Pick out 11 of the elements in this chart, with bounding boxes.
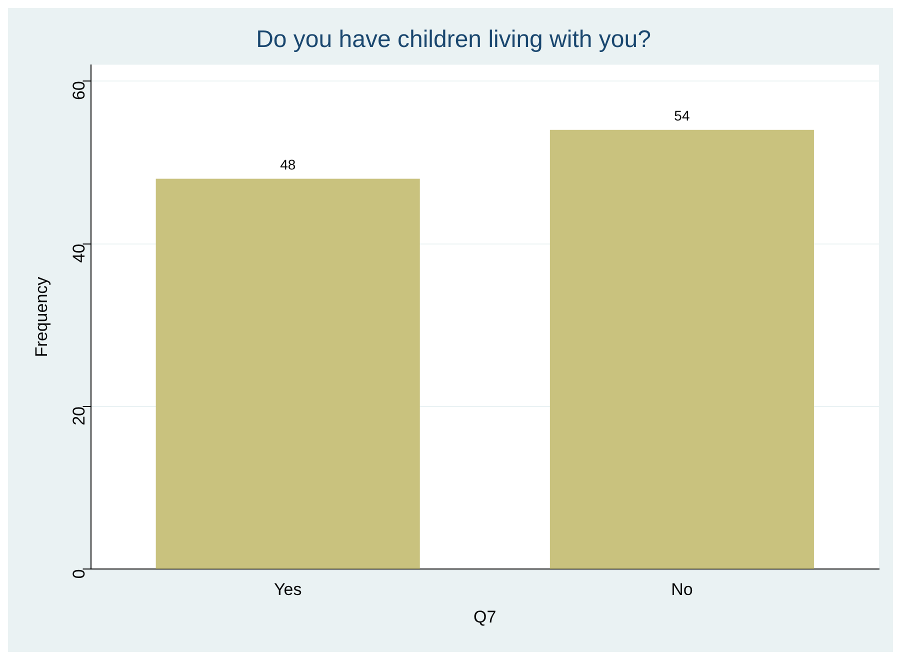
y-tick-label: 40 — [69, 244, 88, 263]
y-tick-label: 60 — [69, 81, 88, 100]
x-tick-label: Yes — [274, 580, 302, 600]
y-axis-title: Frequency — [32, 276, 51, 358]
x-tick-label: No — [671, 580, 693, 600]
x-axis-title: Q7 — [474, 607, 496, 626]
data-label: 54 — [674, 108, 690, 124]
chart-title: Do you have children living with you? — [256, 26, 651, 54]
data-label: 48 — [280, 156, 296, 173]
y-tick-label: 20 — [69, 406, 88, 426]
y-tick-label: 0 — [69, 569, 88, 579]
